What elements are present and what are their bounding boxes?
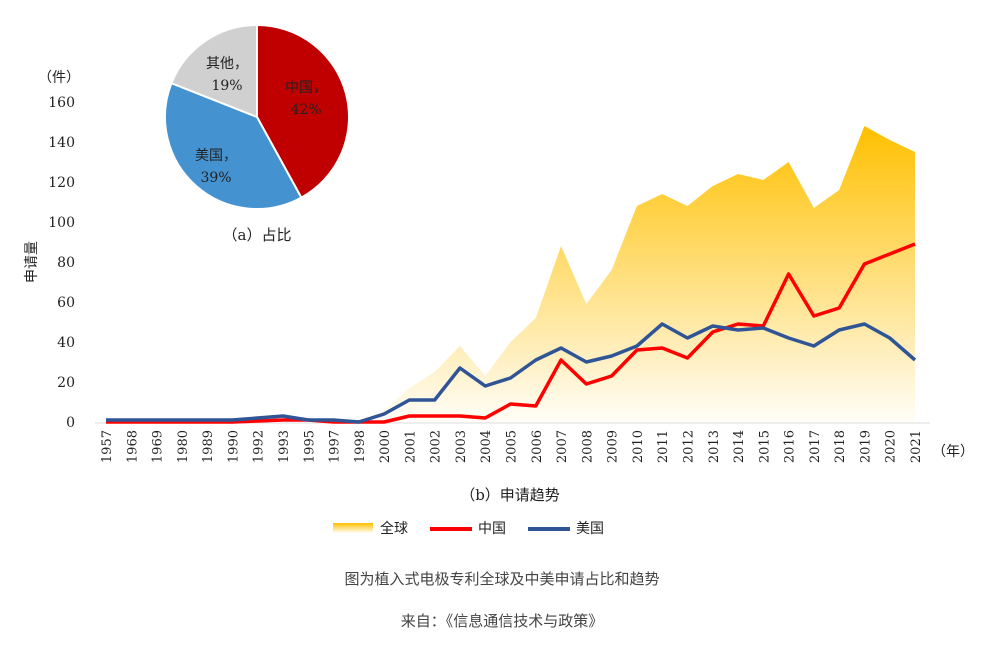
line-china [106,242,916,424]
y-tick-label: 140 [48,135,75,151]
x-tick-label: 2014 [732,430,747,463]
x-tick-label: 1997 [328,430,343,463]
x-tick-label: 1995 [302,430,317,463]
trend-chart: 0 20 40 60 80 100 120 140 160 1957 1968 1969 1980 198… [48,95,930,463]
pie-chart: 中国， 42% 美国， 39% 其他， 19% [164,23,350,210]
x-tick-label: 2015 [757,430,772,463]
y-tick-label: 160 [48,95,75,111]
x-tick-label: 2009 [606,430,621,463]
y-axis-label: 申请量 [24,241,40,283]
pie-label-2: 其他， [206,56,248,72]
pie-title: （a）占比 [223,226,292,244]
x-tick-label: 2003 [454,430,469,463]
legend-label-china: 中国 [478,521,506,537]
x-tick-label: 1998 [353,430,368,463]
x-tick-label: 2007 [555,430,570,463]
pie-slice-0 [256,23,350,199]
x-tick-label: 2017 [808,430,823,463]
x-tick-label: 2013 [707,430,722,463]
y-tick-label: 80 [57,255,75,271]
y-tick-label: 120 [48,175,75,191]
x-tick-label: 2018 [833,430,848,463]
pie-pct-1: 39% [200,170,231,186]
line-us [106,322,917,424]
figure-caption: 图为植入式电极专利全球及中美申请占比和趋势 [344,570,660,588]
x-tick-label: 2008 [580,430,595,463]
pie-slice-2 [170,23,258,119]
pie-slice-1 [164,81,303,210]
y-tick-label: 0 [66,415,75,431]
x-tick-label: 1993 [277,430,292,463]
x-tick-label: 2016 [783,430,798,463]
x-tick-label: 2001 [403,430,418,463]
legend-label-global: 全球 [380,520,408,537]
x-tick-label: 1969 [151,430,166,463]
chart-svg: 中国， 42% 美国， 39% 其他， 19% （a）占比 0 20 40 60 80 100 120… [24,23,974,537]
y-tick-label: 100 [48,215,75,231]
x-tick-label: 2000 [378,430,393,463]
x-tick-label: 1957 [100,430,115,463]
legend: 全球 中国 美国 [333,520,604,537]
x-tick-label: 2021 [909,430,924,463]
x-tick-label: 2012 [681,430,696,463]
x-tick-label: 1980 [176,430,191,463]
x-tick-label: 2020 [884,430,899,463]
x-tick-label: 2019 [858,430,873,463]
legend-swatch-global [333,523,373,533]
x-tick-label: 2010 [631,430,646,463]
x-tick-label: 1992 [252,430,267,463]
trend-title: （b）申请趋势 [460,486,560,504]
pie-pct-0: 42% [290,102,321,118]
y-tick-label: 60 [57,295,75,311]
x-tick-label: 2002 [429,430,444,463]
y-tick-label: 40 [57,335,75,351]
x-unit: （年） [932,444,974,460]
x-tick-label: 1968 [125,430,140,463]
pie-label-1: 美国， [195,148,237,164]
x-tick-label: 2004 [479,430,494,463]
pie-pct-2: 19% [211,78,242,94]
y-unit: （件） [38,70,80,86]
x-tick-label: 1989 [201,430,216,463]
x-tick-label: 1990 [226,430,241,463]
x-tick-label: 2005 [505,430,520,463]
y-tick-label: 20 [57,375,75,391]
legend-label-us: 美国 [576,521,604,537]
area-global [106,126,915,422]
pie-label-0: 中国， [285,80,327,96]
figure-source: 来自：《信息通信技术与政策》 [400,612,604,630]
x-tick-label: 2006 [530,430,545,463]
x-tick-label: 2011 [656,430,671,463]
